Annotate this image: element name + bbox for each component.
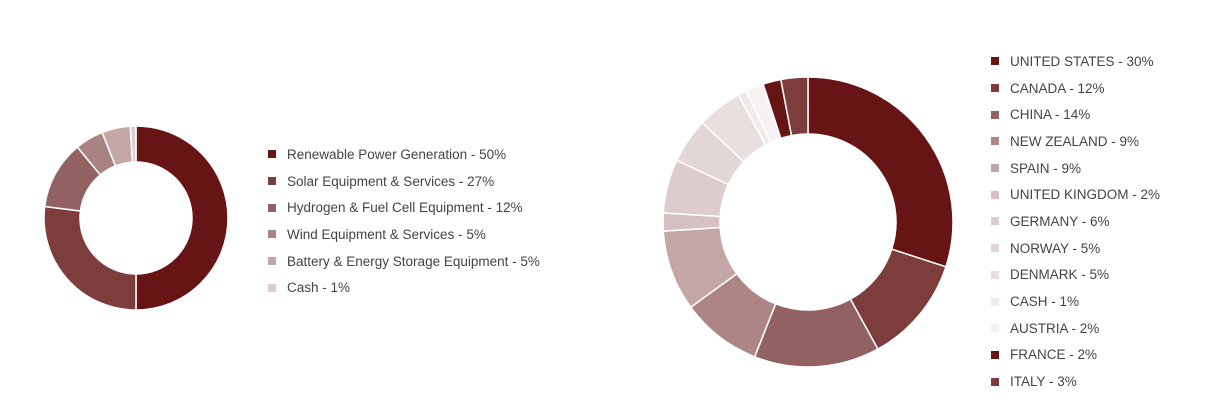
country-legend-item: GERMANY - 6% [991,208,1160,235]
country-legend: UNITED STATES - 30% CANADA - 12% CHINA - 1… [991,48,1160,395]
sector-legend-item: Hydrogen & Fuel Cell Equipment - 12% [268,194,540,221]
legend-swatch [268,177,276,186]
legend-swatch [991,244,999,253]
country-donut-chart [662,76,954,368]
country-slice [779,76,809,137]
legend-label: FRANCE - 2% [1010,347,1098,363]
sector-donut-chart [43,125,229,311]
sector-legend: Renewable Power Generation - 50% Solar Eq… [268,141,540,301]
legend-label: CHINA - 14% [1010,107,1091,123]
legend-label: ITALY - 3% [1010,374,1077,390]
country-legend-item: DENMARK - 5% [991,262,1160,289]
legend-swatch [991,84,999,93]
legend-swatch [268,150,276,159]
legend-label: AUSTRIA - 2% [1010,320,1100,336]
country-legend-item: NEW ZEALAND - 9% [991,128,1160,155]
sector-legend-item: Solar Equipment & Services - 27% [268,168,540,195]
legend-label: Renewable Power Generation - 50% [287,146,507,162]
legend-label: DENMARK - 5% [1010,267,1110,283]
legend-label: CANADA - 12% [1010,80,1105,96]
country-legend-item: UNITED KINGDOM - 2% [991,181,1160,208]
sector-slice [129,125,137,163]
legend-label: CASH - 1% [1010,294,1080,310]
country-legend-item: UNITED STATES - 30% [991,48,1160,75]
country-legend-item: CASH - 1% [991,288,1160,315]
legend-swatch [991,377,999,386]
legend-label: Battery & Energy Storage Equipment - 5% [287,253,540,269]
legend-swatch [991,57,999,66]
legend-label: UNITED KINGDOM - 2% [1010,187,1161,203]
legend-swatch [268,283,276,292]
sector-slice [43,205,137,311]
legend-swatch [991,217,999,226]
legend-swatch [268,203,276,212]
country-legend-item: SPAIN - 9% [991,155,1160,182]
legend-label: UNITED STATES - 30% [1010,53,1154,69]
legend-swatch [991,137,999,146]
country-legend-item: CANADA - 12% [991,75,1160,102]
legend-label: Wind Equipment & Services - 5% [287,226,486,242]
legend-label: NORWAY - 5% [1010,240,1101,256]
legend-label: Cash - 1% [287,280,351,296]
legend-label: GERMANY - 6% [1010,213,1110,229]
legend-label: Solar Equipment & Services - 27% [287,173,495,189]
legend-label: Hydrogen & Fuel Cell Equipment - 12% [287,200,523,216]
legend-swatch [991,324,999,333]
legend-swatch [991,270,999,279]
sector-legend-item: Battery & Energy Storage Equipment - 5% [268,248,540,275]
sector-legend-item: Wind Equipment & Services - 5% [268,221,540,248]
country-legend-item: ITALY - 3% [991,368,1160,395]
country-legend-item: CHINA - 14% [991,101,1160,128]
legend-swatch [268,257,276,266]
legend-label: SPAIN - 9% [1010,160,1082,176]
legend-swatch [991,164,999,173]
sector-slice [135,125,229,311]
sector-legend-item: Renewable Power Generation - 50% [268,141,540,168]
sector-legend-item: Cash - 1% [268,274,540,301]
legend-label: NEW ZEALAND - 9% [1010,133,1140,149]
legend-swatch [991,110,999,119]
legend-swatch [991,350,999,359]
country-legend-item: FRANCE - 2% [991,342,1160,369]
country-slice [807,76,954,268]
country-legend-item: NORWAY - 5% [991,235,1160,262]
country-legend-item: AUSTRIA - 2% [991,315,1160,342]
legend-swatch [991,190,999,199]
legend-swatch [991,297,999,306]
legend-swatch [268,230,276,239]
